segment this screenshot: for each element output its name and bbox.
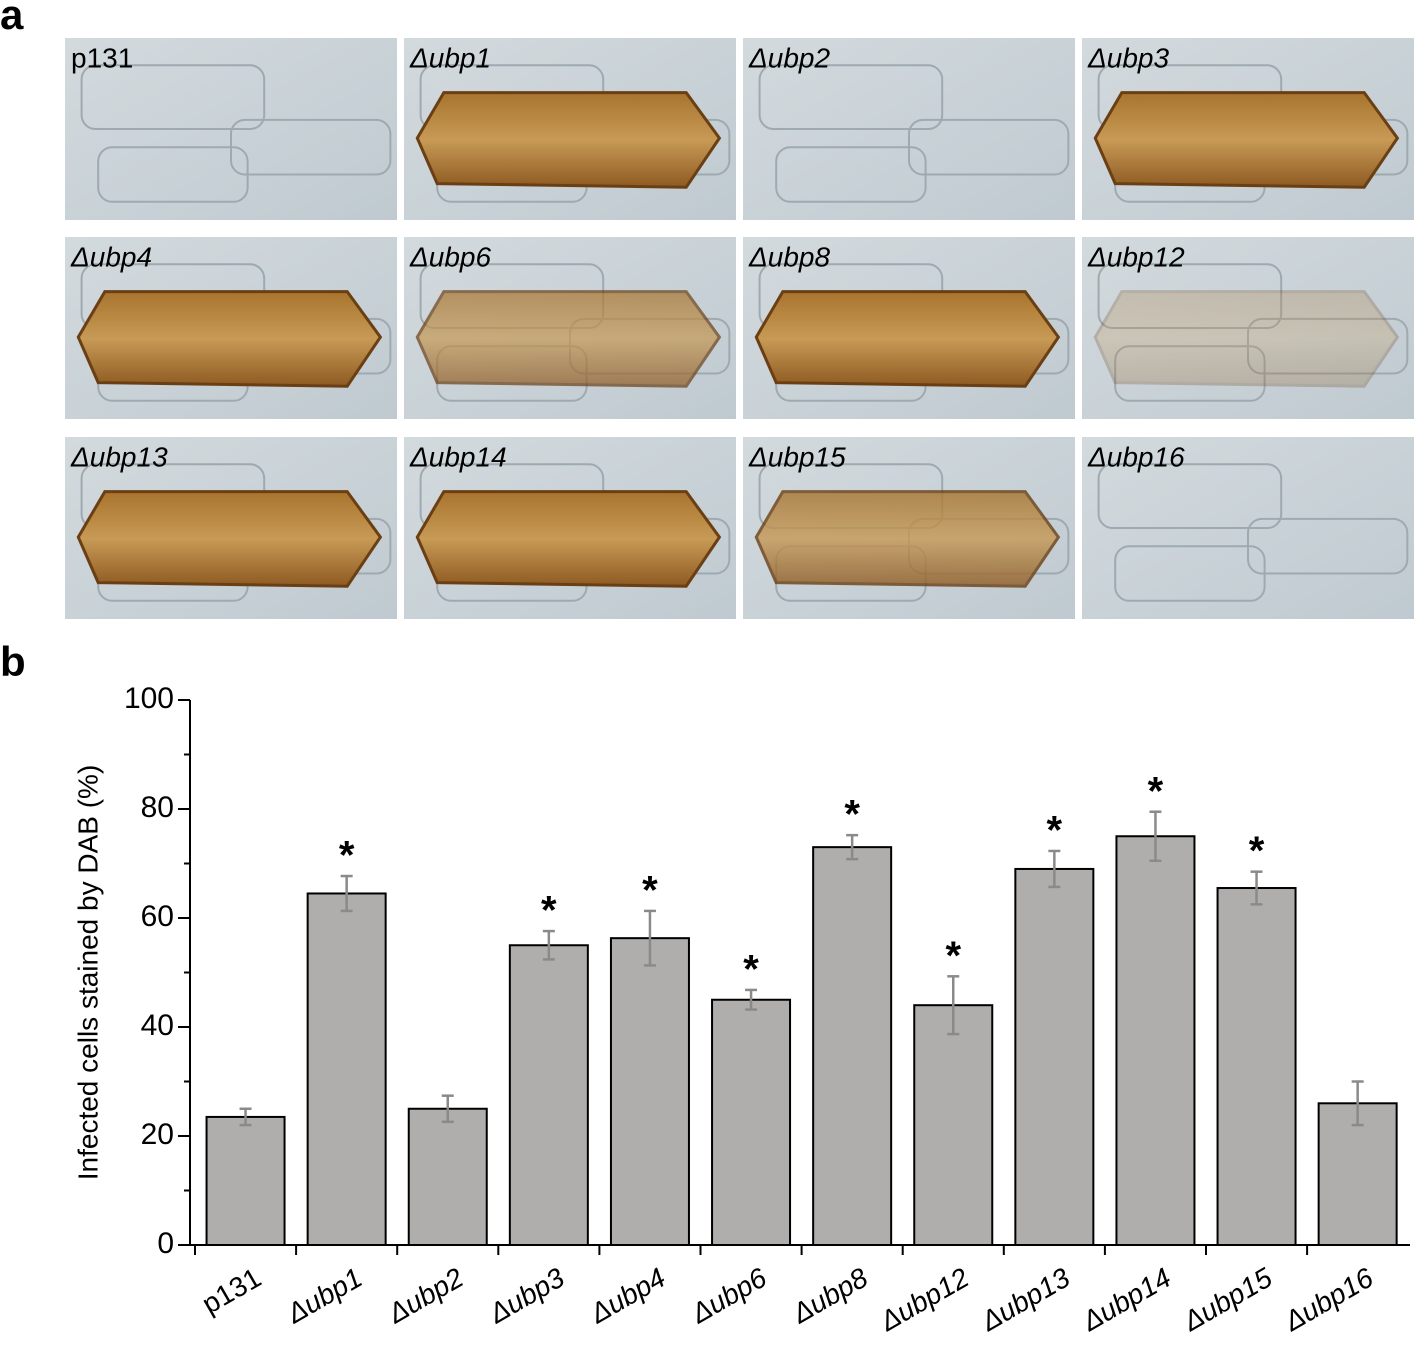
micrograph: Δubp1: [404, 38, 736, 220]
error-bar: [542, 929, 555, 961]
bar: [1014, 867, 1095, 1246]
x-tick-label: Δubp16: [1278, 1262, 1378, 1338]
image-label: Δubp16: [1087, 441, 1185, 472]
micrograph: p131: [65, 38, 397, 220]
bar: [1115, 835, 1196, 1246]
bar: [407, 1107, 488, 1246]
error-bar: [441, 1094, 454, 1124]
micrograph: Δubp13: [65, 437, 397, 619]
image-label: Δubp2: [748, 42, 831, 73]
error-bar: [239, 1107, 252, 1127]
bar: [306, 892, 387, 1246]
micrograph: Δubp14: [404, 437, 736, 619]
significance-mark: *: [642, 868, 658, 912]
x-tick-label: Δubp8: [786, 1262, 873, 1330]
x-tick-label: Δubp15: [1177, 1262, 1277, 1338]
micrograph: Δubp3: [1082, 38, 1414, 220]
significance-mark: *: [844, 793, 860, 837]
cell-wall: [775, 146, 927, 203]
x-tick-label: Δubp14: [1076, 1262, 1176, 1338]
y-tick-label: 20: [141, 1118, 174, 1151]
stained-cell: [1093, 290, 1400, 388]
x-tick-label: Δubp6: [685, 1262, 772, 1330]
bar: [1216, 887, 1297, 1247]
significance-mark: *: [945, 934, 961, 978]
stained-cell: [76, 290, 383, 388]
image-label: p131: [71, 42, 133, 73]
image-label: Δubp14: [409, 441, 507, 472]
error-bar: [643, 909, 656, 967]
x-tick-label: p131: [197, 1262, 266, 1320]
stained-cell: [76, 490, 383, 588]
x-tick-label: Δubp2: [382, 1262, 469, 1330]
micrograph: Δubp8: [743, 237, 1075, 419]
x-tick-label: Δubp13: [975, 1262, 1075, 1338]
significance-mark: *: [339, 834, 355, 878]
stained-cell: [415, 490, 722, 588]
significance-mark: *: [1148, 769, 1164, 813]
image-label: Δubp13: [70, 441, 168, 472]
panel-label: a: [0, 0, 24, 38]
cell-wall: [758, 64, 944, 131]
bar: [508, 944, 589, 1246]
y-axis-label: Infected cells stained by DAB (%): [72, 765, 103, 1181]
y-tick-label: 100: [124, 682, 174, 715]
stained-cell: [754, 290, 1061, 388]
error-bar: [846, 833, 859, 861]
bar: [609, 937, 690, 1246]
significance-mark: *: [743, 948, 759, 992]
cell-wall: [97, 146, 249, 203]
y-tick-label: 60: [141, 900, 174, 933]
error-bar: [1048, 849, 1061, 889]
cell-wall: [1114, 545, 1266, 602]
image-label: Δubp3: [1087, 42, 1170, 73]
y-tick-label: 0: [157, 1227, 174, 1260]
x-tick-label: Δubp4: [584, 1262, 671, 1330]
image-label: Δubp1: [409, 42, 491, 73]
micrograph: Δubp4: [65, 237, 397, 419]
error-bar: [745, 988, 758, 1011]
bar: [913, 1004, 994, 1247]
cell-wall: [1097, 463, 1283, 529]
micrograph: Δubp2: [743, 38, 1075, 220]
stained-cell: [754, 490, 1061, 588]
micrograph: Δubp15: [743, 437, 1075, 619]
stained-cell: [415, 91, 722, 189]
significance-mark: *: [541, 889, 557, 933]
error-bar: [1149, 810, 1162, 863]
x-tick-label: Δubp3: [483, 1262, 570, 1330]
stained-cell: [1093, 91, 1400, 189]
cell-wall: [80, 64, 266, 131]
error-bar: [947, 975, 960, 1036]
error-bar: [1351, 1080, 1364, 1127]
error-bar: [1250, 870, 1263, 906]
micrograph: Δubp16: [1082, 437, 1414, 619]
bar: [205, 1115, 286, 1247]
micrograph: Δubp6: [404, 237, 736, 419]
y-tick-label: 40: [141, 1009, 174, 1042]
bar: [812, 846, 893, 1247]
x-tick-label: Δubp1: [281, 1262, 368, 1330]
image-label: Δubp12: [1087, 241, 1185, 272]
error-bar: [340, 874, 353, 913]
y-tick-label: 80: [141, 791, 174, 824]
significance-mark: *: [1249, 829, 1265, 873]
image-label: Δubp15: [748, 441, 846, 472]
bar: [711, 998, 792, 1246]
stained-cell: [415, 290, 722, 388]
micrograph: Δubp12: [1082, 237, 1414, 419]
image-label: Δubp6: [409, 241, 492, 272]
image-label: Δubp4: [70, 241, 152, 272]
x-tick-label: Δubp12: [874, 1262, 974, 1338]
bar: [1317, 1102, 1398, 1247]
panel-label: b: [0, 638, 26, 685]
image-label: Δubp8: [748, 241, 831, 272]
significance-mark: *: [1047, 809, 1063, 853]
